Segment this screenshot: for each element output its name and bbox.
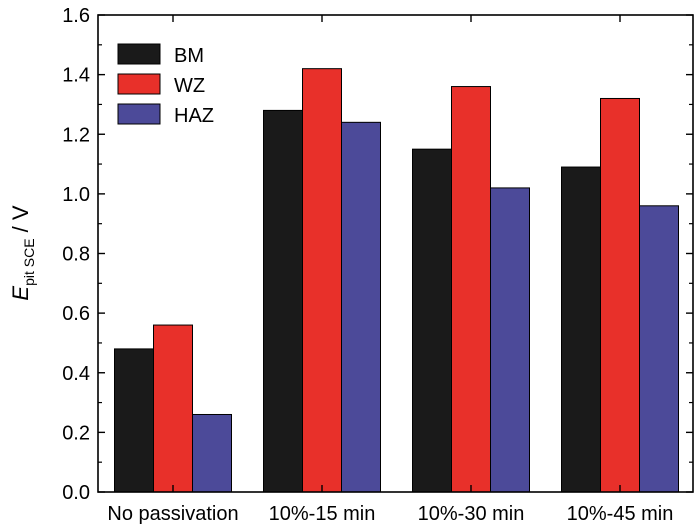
legend: BM WZ HAZ — [117, 43, 214, 127]
legend-swatch-haz — [117, 103, 161, 125]
x-tick-label: 10%-30 min — [418, 503, 525, 525]
x-tick-label: 10%-15 min — [269, 503, 376, 525]
bar-bm-2 — [263, 109, 303, 493]
legend-label-haz: HAZ — [174, 105, 214, 127]
y-axis-label-subscript: pit SCE — [21, 238, 37, 285]
y-tick-label: 0.8 — [62, 244, 90, 266]
axis-ticks — [98, 14, 693, 493]
y-axis-label: Epit SCE / V — [8, 205, 37, 300]
y-axis-label-symbol: E — [8, 286, 33, 301]
bar-haz-3 — [490, 187, 530, 493]
bar-bm-1 — [114, 348, 154, 493]
bar-bm-3 — [412, 148, 452, 493]
y-tick-label: 1.2 — [62, 124, 90, 146]
bar-haz-2 — [341, 121, 381, 493]
legend-label-wz: WZ — [174, 75, 205, 97]
x-tick-label: No passivation — [107, 503, 238, 525]
bar-wz-3 — [451, 86, 491, 493]
x-tick-labels: No passivation 10%-15 min 10%-30 min 10%-45… — [107, 503, 673, 525]
bar-wz-2 — [302, 68, 342, 493]
x-tick-label: 10%-45 min — [567, 503, 674, 525]
bar-bm-4 — [561, 166, 601, 493]
bar-wz-1 — [153, 324, 193, 493]
legend-swatch-wz — [117, 73, 161, 95]
y-tick-label: 1.4 — [62, 65, 90, 87]
y-tick-label: 1.6 — [62, 5, 90, 27]
y-tick-label: 1.0 — [62, 184, 90, 206]
y-tick-label: 0.6 — [62, 303, 90, 325]
y-tick-label: 0.4 — [62, 363, 90, 385]
y-tick-labels: 0.0 0.2 0.4 0.6 0.8 1.0 1.2 1.4 1.6 — [62, 5, 90, 504]
bar-haz-4 — [639, 205, 679, 493]
y-axis-label-unit: / V — [8, 205, 33, 238]
bar-wz-4 — [600, 97, 640, 493]
y-tick-label: 0.0 — [62, 482, 90, 504]
legend-label-bm: BM — [174, 45, 204, 67]
legend-swatch-bm — [117, 43, 161, 65]
y-tick-label: 0.2 — [62, 422, 90, 444]
bars-group — [114, 68, 679, 493]
bar-haz-1 — [192, 413, 232, 493]
